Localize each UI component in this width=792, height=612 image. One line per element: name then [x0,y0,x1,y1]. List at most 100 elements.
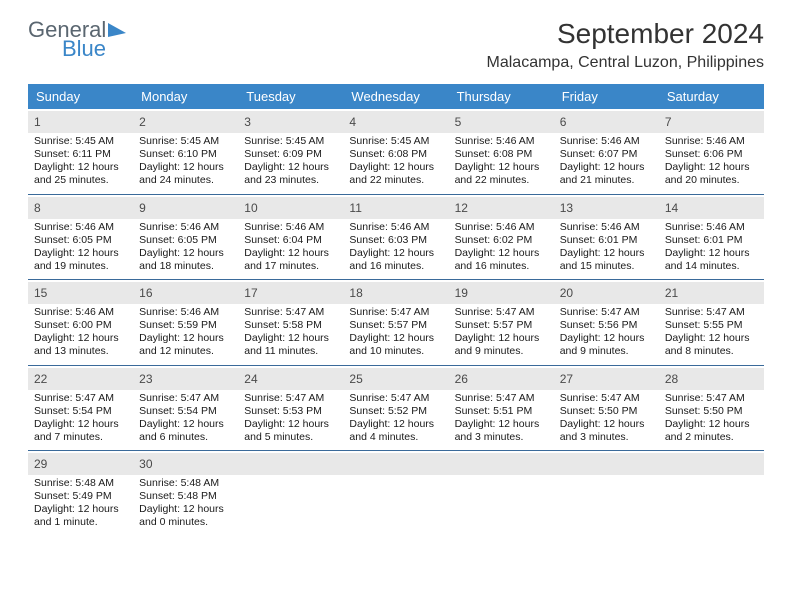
day-details: Sunrise: 5:46 AMSunset: 6:01 PMDaylight:… [560,221,653,274]
day-number [349,457,352,471]
brand-word-2: Blue [62,37,126,60]
day-number-bar: 7 [659,111,764,133]
day-number-bar: 30 [133,453,238,475]
day-number: 27 [560,372,573,386]
sunrise-line: Sunrise: 5:47 AM [665,306,758,319]
sunrise-line: Sunrise: 5:46 AM [139,306,232,319]
day-number: 1 [34,115,41,129]
day-number-bar: 2 [133,111,238,133]
day-number: 6 [560,115,567,129]
week-row: 15Sunrise: 5:46 AMSunset: 6:00 PMDayligh… [28,280,764,366]
day-number: 9 [139,201,146,215]
day-number: 12 [455,201,468,215]
sunset-line: Sunset: 6:01 PM [560,234,653,247]
day-cell: 2Sunrise: 5:45 AMSunset: 6:10 PMDaylight… [133,109,238,194]
day-number-bar [554,453,659,475]
sunrise-line: Sunrise: 5:46 AM [455,135,548,148]
day-number-bar: 9 [133,197,238,219]
day-number: 22 [34,372,47,386]
daylight-line: Daylight: 12 hours and 9 minutes. [560,332,653,358]
day-details: Sunrise: 5:47 AMSunset: 5:54 PMDaylight:… [139,392,232,445]
day-cell: 1Sunrise: 5:45 AMSunset: 6:11 PMDaylight… [28,109,133,194]
daylight-line: Daylight: 12 hours and 11 minutes. [244,332,337,358]
day-cell [659,451,764,536]
day-number-bar: 5 [449,111,554,133]
day-details: Sunrise: 5:47 AMSunset: 5:51 PMDaylight:… [455,392,548,445]
sunset-line: Sunset: 5:48 PM [139,490,232,503]
sunset-line: Sunset: 6:04 PM [244,234,337,247]
day-details: Sunrise: 5:47 AMSunset: 5:50 PMDaylight:… [665,392,758,445]
day-number [244,457,247,471]
day-cell: 11Sunrise: 5:46 AMSunset: 6:03 PMDayligh… [343,195,448,280]
day-number-bar: 22 [28,368,133,390]
day-number: 10 [244,201,257,215]
sunrise-line: Sunrise: 5:47 AM [455,306,548,319]
day-details: Sunrise: 5:47 AMSunset: 5:56 PMDaylight:… [560,306,653,359]
sunset-line: Sunset: 5:54 PM [34,405,127,418]
sunrise-line: Sunrise: 5:48 AM [139,477,232,490]
weekday-header: Sunday Monday Tuesday Wednesday Thursday… [28,84,764,109]
day-cell: 3Sunrise: 5:45 AMSunset: 6:09 PMDaylight… [238,109,343,194]
day-number-bar: 27 [554,368,659,390]
sunrise-line: Sunrise: 5:45 AM [349,135,442,148]
sunset-line: Sunset: 6:08 PM [455,148,548,161]
day-number: 24 [244,372,257,386]
daylight-line: Daylight: 12 hours and 1 minute. [34,503,127,529]
day-cell: 28 Sunrise: 5:47 AMSunset: 5:50 PMDayligh… [659,366,764,451]
day-details: Sunrise: 5:46 AMSunset: 6:08 PMDaylight:… [455,135,548,188]
page-header: General Blue September 2024 Malacampa, C… [28,18,764,72]
day-number-bar: 20 [554,282,659,304]
day-cell: 21Sunrise: 5:47 AMSunset: 5:55 PMDayligh… [659,280,764,365]
daylight-line: Daylight: 12 hours and 19 minutes. [34,247,127,273]
day-number-bar [238,453,343,475]
daylight-line: Daylight: 12 hours and 18 minutes. [139,247,232,273]
sunrise-line: Sunrise: 5:47 AM [455,392,548,405]
day-details: Sunrise: 5:46 AMSunset: 6:04 PMDaylight:… [244,221,337,274]
day-cell: 8Sunrise: 5:46 AMSunset: 6:05 PMDaylight… [28,195,133,280]
sunset-line: Sunset: 5:58 PM [244,319,337,332]
sunrise-line: Sunrise: 5:46 AM [139,221,232,234]
weekday-label: Tuesday [238,84,343,109]
sunrise-line: Sunrise: 5:47 AM [244,306,337,319]
sunset-line: Sunset: 6:07 PM [560,148,653,161]
day-cell: 25Sunrise: 5:47 AMSunset: 5:52 PMDayligh… [343,366,448,451]
sunrise-line: Sunrise: 5:47 AM [665,392,758,405]
day-number: 30 [139,457,152,471]
daylight-line: Daylight: 12 hours and 3 minutes. [455,418,548,444]
day-details: Sunrise: 5:47 AMSunset: 5:55 PMDaylight:… [665,306,758,359]
day-cell: 19Sunrise: 5:47 AMSunset: 5:57 PMDayligh… [449,280,554,365]
daylight-line: Daylight: 12 hours and 25 minutes. [34,161,127,187]
day-number: 5 [455,115,462,129]
day-number-bar: 21 [659,282,764,304]
day-details: Sunrise: 5:47 AMSunset: 5:54 PMDaylight:… [34,392,127,445]
day-number-bar [449,453,554,475]
weekday-label: Sunday [28,84,133,109]
day-details: Sunrise: 5:46 AMSunset: 6:02 PMDaylight:… [455,221,548,274]
day-cell: 10 Sunrise: 5:46 AMSunset: 6:04 PMDayligh… [238,195,343,280]
title-block: September 2024 Malacampa, Central Luzon,… [487,18,764,72]
daylight-line: Daylight: 12 hours and 3 minutes. [560,418,653,444]
day-number: 26 [455,372,468,386]
day-details: Sunrise: 5:45 AMSunset: 6:09 PMDaylight:… [244,135,337,188]
sunset-line: Sunset: 6:02 PM [455,234,548,247]
day-details: Sunrise: 5:46 AMSunset: 6:07 PMDaylight:… [560,135,653,188]
day-number: 16 [139,286,152,300]
day-number-bar: 1 [28,111,133,133]
sunset-line: Sunset: 5:51 PM [455,405,548,418]
sunset-line: Sunset: 5:57 PM [349,319,442,332]
day-details: Sunrise: 5:47 AMSunset: 5:53 PMDaylight:… [244,392,337,445]
sunset-line: Sunset: 6:06 PM [665,148,758,161]
sunrise-line: Sunrise: 5:47 AM [349,306,442,319]
day-details: Sunrise: 5:46 AMSunset: 5:59 PMDaylight:… [139,306,232,359]
day-details: Sunrise: 5:46 AMSunset: 6:01 PMDaylight:… [665,221,758,274]
day-number: 28 [665,372,678,386]
brand-logo: General Blue [28,18,126,60]
sunrise-line: Sunrise: 5:46 AM [244,221,337,234]
daylight-line: Daylight: 12 hours and 7 minutes. [34,418,127,444]
sunset-line: Sunset: 6:11 PM [34,148,127,161]
sunrise-line: Sunrise: 5:45 AM [244,135,337,148]
weekday-label: Thursday [449,84,554,109]
day-number [560,457,563,471]
day-details: Sunrise: 5:47 AMSunset: 5:57 PMDaylight:… [349,306,442,359]
day-details: Sunrise: 5:48 AMSunset: 5:49 PMDaylight:… [34,477,127,530]
